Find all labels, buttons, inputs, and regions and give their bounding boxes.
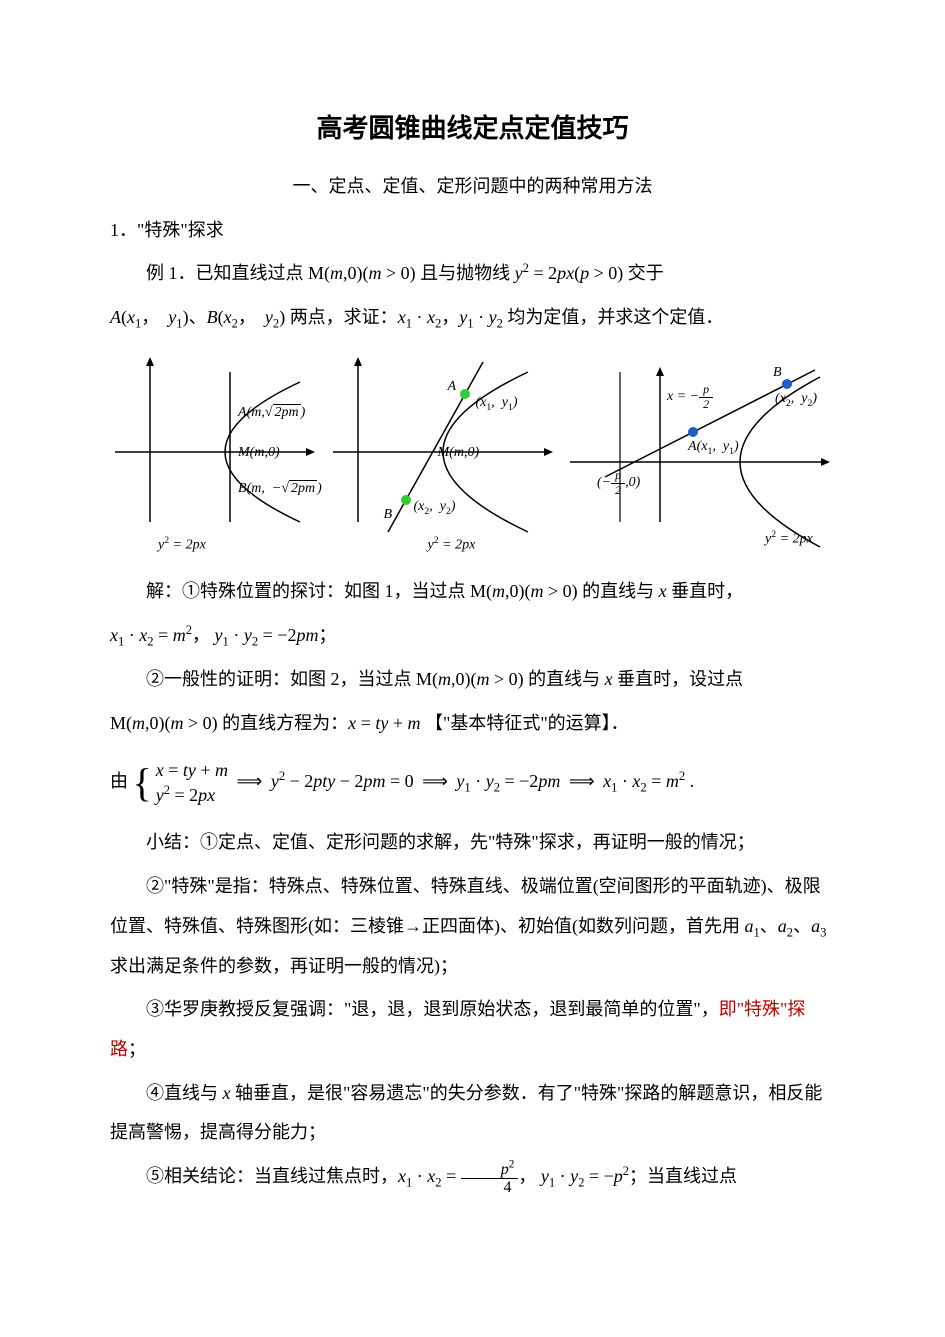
figure-1: A(m,2pm) M(m,0) B(m, −2pm) y2 = 2px [110,352,320,562]
example-1: 例 1．已知直线过点 M(m,0)(m > 0) 且与抛物线 y2 = 2px(… [110,254,835,294]
text: 、 [760,916,778,936]
text: 两点，求证： [285,307,398,327]
text: ；当直线过点 [629,1166,737,1186]
figure-3: B (x2, y2) A(x1, y1) x = −p2 (−p2,0) y2 … [565,352,835,562]
text: ； [128,1039,146,1059]
fig3-label-eq: y2 = 2px [765,524,813,555]
math-a3: a3 [811,916,826,936]
text: ②"特殊"是指：特殊点、特殊位置、特殊直线、极端位置(空间图形的平面轨迹)、极限… [110,876,821,936]
summary-2: ②"特殊"是指：特殊点、特殊位置、特殊直线、极端位置(空间图形的平面轨迹)、极限… [110,867,835,986]
text: 交于 [623,263,664,283]
fig2-label-B: B [384,500,393,531]
fig2-label-A: A [448,372,457,403]
figures-row: A(m,2pm) M(m,0) B(m, −2pm) y2 = 2px A (x [110,352,835,562]
math-B: B(x2， y2) [207,307,286,327]
solution-3: 由 { x = ty + m y2 = 2px ⟹ y2 − 2pty − 2p… [110,757,835,809]
text: 由 [110,771,133,791]
math-y1y2: y1 · y2 [459,307,503,327]
fig2-label-M: M(m,0) [438,438,480,469]
math-A: A(x1， y1) [110,307,189,327]
text: ； [318,625,336,645]
math-x: x [659,581,667,601]
page: 高考圆锥曲线定点定值技巧 一、定点、定值、定形问题中的两种常用方法 1．"特殊"… [0,0,945,1261]
summary-3: ③华罗庚教授反复强调："退，退，退到原始状态，退到最简单的位置"，即"特殊"探路… [110,990,835,1069]
math-x-3: x [223,1083,231,1103]
text: 的直线与 [578,581,659,601]
text: ②一般性的证明：如图 2，当过点 [146,669,416,689]
math-x1x2: x1 · x2 [398,307,442,327]
math-s5-eq2: y1 · y2 = −p2 [541,1166,629,1186]
figure-2: A (x1, y1) M(m,0) B (x2, y2) y2 = 2px [328,352,558,562]
section-subtitle: 一、定点、定值、定形问题中的两种常用方法 [110,167,835,207]
text: ①特殊位置的探讨：如图 1，当过点 [182,581,470,601]
summary-4: ④直线与 x 轴垂直，是很"容易遗忘"的失分参数．有了"特殊"探路的解题意识，相… [110,1074,835,1153]
math-chain2: y1 · y2 = −2pm [456,771,560,791]
solution-2b: M(m,0)(m > 0) 的直线方程为：x = ty + m 【"基本特征式"… [110,704,835,744]
sol-label: 解： [146,581,182,601]
page-title: 高考圆锥曲线定点定值技巧 [110,100,835,157]
math-M4: M(m,0)(m > 0) [110,713,218,733]
example-1-line2: A(x1， y1)、B(x2， y2) 两点，求证：x1 · x2，y1 · y… [110,298,835,338]
math-chain3: x1 · x2 = m2 [603,771,685,791]
figure-1-svg [110,352,320,562]
text: 的直线与 [524,669,605,689]
text: 求出满足条件的参数，再证明一般的情况)； [110,956,458,976]
text: 、 [189,307,207,327]
summary-5: ⑤相关结论：当直线过焦点时，x1 · x2 = p24， y1 · y2 = −… [110,1157,835,1197]
text: ， [518,1166,541,1186]
text: 已知直线过点 [196,263,309,283]
brace-system: { x = ty + m y2 = 2px [133,757,229,809]
solution-1-eq: x1 · x2 = m2， y1 · y2 = −2pm； [110,616,835,656]
math-line: x = ty + m [348,713,420,733]
arrow-icon: ⟹ [565,771,599,791]
math-a1: a1 [744,916,759,936]
math-eq-x1x2: x1 · x2 = m2 [110,625,192,645]
math-x-2: x [605,669,613,689]
fig3-label-A: A(x1, y1) [688,432,739,463]
fig3-label-Bpt: (x2, y2) [775,384,817,415]
fig2-label-eq: y2 = 2px [428,530,476,561]
math-eq-y1y2: y1 · y2 = −2pm [215,625,319,645]
math-M: M(m,0)(m > 0) [308,263,416,283]
fig1-label-eq: y2 = 2px [158,530,206,561]
math-M3: M(m,0)(m > 0) [416,669,524,689]
text: ， [192,625,215,645]
text: ④直线与 [146,1083,223,1103]
fig1-label-A: A(m,2pm) [238,398,305,429]
text: 【"基本特征式"的运算】． [425,713,629,733]
math-M2: M(m,0)(m > 0) [470,581,578,601]
text: ， [441,307,459,327]
solution-1: 解：①特殊位置的探讨：如图 1，当过点 M(m,0)(m > 0) 的直线与 x… [110,572,835,612]
brace-line2: y2 = 2px [156,782,228,807]
text: ③华罗庚教授反复强调："退，退，退到原始状态，退到最简单的位置"， [146,999,719,1019]
example-label: 例 1． [146,263,196,283]
summary-label: 小结： [146,832,200,852]
text: 垂直时，设过点 [613,669,744,689]
fig1-label-M: M(m,0) [238,438,280,469]
math-s5-eq1: x1 · x2 = [398,1166,461,1186]
fig3-label-origin: (−p2,0) [597,468,640,499]
text: 且与抛物线 [416,263,515,283]
text: 垂直时， [667,581,744,601]
fig3-label-directrix: x = −p2 [667,382,713,413]
fig2-label-Apt: (x1, y1) [476,388,518,419]
text: 均为定值，并求这个定值． [503,307,724,327]
arrow-icon: ⟹ [233,771,267,791]
fig1-label-B: B(m, −2pm) [238,474,322,505]
summary-1: 小结：①定点、定值、定形问题的求解，先"特殊"探求，再证明一般的情况； [110,823,835,863]
heading-1: 1．"特殊"探求 [110,211,835,251]
brace-line1: x = ty + m [156,759,228,782]
math-parabola: y2 = 2px(p > 0) [515,263,624,283]
math-chain1: y2 − 2pty − 2pm = 0 [271,771,414,791]
fig2-label-Bpt: (x2, y2) [414,492,456,523]
text: 、 [793,916,811,936]
text: ①定点、定值、定形问题的求解，先"特殊"探求，再证明一般的情况； [200,832,755,852]
arrow-icon: ⟹ [418,771,452,791]
fraction: p24 [461,1158,519,1197]
text: ⑤相关结论：当直线过焦点时， [146,1166,398,1186]
text: 的直线方程为： [218,713,349,733]
math-a2: a2 [778,916,793,936]
solution-2: ②一般性的证明：如图 2，当过点 M(m,0)(m > 0) 的直线与 x 垂直… [110,660,835,700]
